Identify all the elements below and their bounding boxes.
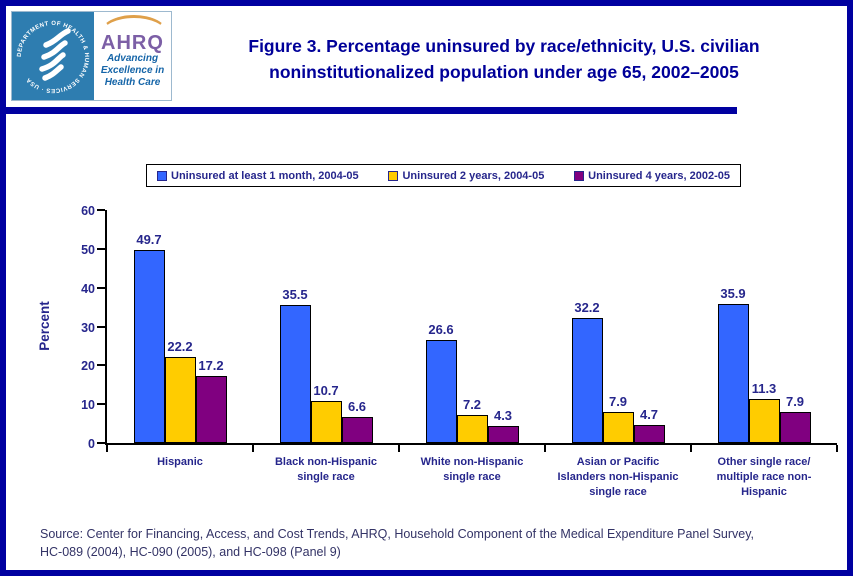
legend-item: Uninsured at least 1 month, 2004-05 [157, 170, 359, 182]
category-label-line: White non-Hispanic [420, 456, 524, 468]
legend-label: Uninsured 4 years, 2002-05 [588, 169, 730, 182]
bar-value-label: 17.2 [198, 358, 224, 373]
y-axis-tick-label: 30 [81, 320, 95, 335]
y-axis-tick [97, 325, 105, 328]
category-label-line: Asian or Pacific [576, 456, 660, 468]
x-axis-tick [544, 445, 546, 452]
bar-value-label: 35.5 [282, 287, 308, 302]
category-label-line: Hispanic [741, 485, 787, 498]
eagle-icon [39, 28, 71, 81]
x-axis-tick [836, 445, 838, 452]
bar-value-label: 7.9 [785, 394, 805, 409]
bar-value-label: 4.3 [493, 408, 513, 423]
category-label: Hispanic [107, 455, 253, 470]
arc-swoosh-icon [101, 15, 167, 50]
ahrq-tagline-line2: Excellence in [100, 65, 165, 76]
svg-text:DEPARTMENT OF HEALTH & HUMAN S: DEPARTMENT OF HEALTH & HUMAN SERVICES · … [17, 21, 89, 93]
ahrq-tagline-line1: Advancing [106, 53, 159, 64]
figure-title-line1: Figure 3. Percentage uninsured by race/e… [248, 36, 760, 56]
bar [310, 401, 342, 443]
bar-value-label: 6.6 [347, 399, 367, 414]
legend-label: Uninsured 2 years, 2004-05 [402, 169, 545, 182]
hhs-seal-icon: DEPARTMENT OF HEALTH & HUMAN SERVICES · … [12, 12, 94, 100]
x-axis-tick [398, 445, 400, 452]
bar [633, 425, 665, 443]
bar [341, 417, 373, 443]
y-axis-tick [97, 209, 105, 211]
ahrq-panel: AHRQ Advancing Excellence in Health Care [94, 12, 171, 100]
category-label: Other single race/multiple race non- Hisp… [691, 455, 837, 500]
header-divider [6, 107, 737, 114]
y-axis-tick [97, 286, 105, 289]
bar [425, 340, 457, 443]
plot-area: 0 10 20 30 40 50 60 49.7 22.2 17.2 Hispanic 35.5 10.… [81, 204, 838, 498]
bar-value-label: 22.2 [167, 339, 193, 354]
y-axis-tick-label: 10 [81, 398, 95, 413]
source-note: Source: Center for Financing, Access, an… [40, 525, 840, 561]
bar [748, 399, 780, 443]
bar [571, 318, 603, 443]
x-axis-tick [690, 445, 692, 452]
legend-item: Uninsured 4 years, 2002-05 [574, 170, 730, 182]
category-label-line: single race [589, 485, 647, 498]
bar [602, 412, 634, 443]
bar-value-label: 11.3 [751, 381, 777, 396]
category-label-line: single race [297, 470, 355, 483]
legend-label: Uninsured at least 1 month, 2004-05 [171, 169, 359, 182]
x-axis-tick [252, 445, 254, 452]
y-axis-tick [97, 403, 105, 406]
bar [195, 376, 227, 443]
bar-value-label: 10.7 [313, 383, 339, 398]
category-label-line: Hispanic [157, 456, 203, 468]
category-label-line: Islanders non-Hispanic [557, 470, 679, 483]
bar-value-label: 26.6 [428, 322, 454, 337]
bar-value-label: 32.2 [574, 300, 600, 315]
legend-swatch [388, 170, 399, 181]
category-label-line: Other single race/ [717, 456, 811, 468]
y-axis-tick-label: 20 [81, 359, 95, 374]
bar [779, 412, 811, 443]
bar [133, 250, 165, 443]
figure-title: Figure 3. Percentage uninsured by race/e… [174, 33, 834, 86]
bar [487, 426, 519, 443]
chart-legend: Uninsured at least 1 month, 2004-05 Unins… [146, 164, 741, 187]
bar-value-label: 7.2 [462, 397, 482, 412]
category-label: Black non-Hispanic single race [253, 455, 399, 485]
bar [717, 304, 749, 443]
bar-value-label: 49.7 [136, 232, 162, 247]
y-axis-title: Percent [37, 301, 52, 351]
source-note-line2: HC-089 (2004), HC-090 (2005), and HC-098… [40, 545, 341, 560]
y-axis-tick [97, 247, 105, 250]
bar-value-label: 4.7 [639, 407, 659, 422]
seal-ring-text: DEPARTMENT OF HEALTH & HUMAN SERVICES · … [17, 21, 89, 93]
x-axis-tick [106, 445, 108, 452]
bar-value-label: 7.9 [608, 394, 628, 409]
ahrq-tagline-line3: Health Care [104, 77, 161, 88]
legend-item: Uninsured 2 years, 2004-05 [388, 170, 544, 182]
bar-value-label: 35.9 [720, 286, 746, 301]
y-axis-tick-label: 60 [81, 204, 95, 218]
bar [164, 357, 196, 443]
y-axis-tick-label: 50 [81, 242, 95, 257]
y-axis-tick [97, 364, 105, 367]
figure-title-line2: noninstitutionalized population under ag… [269, 62, 739, 83]
ahrq-logo: DEPARTMENT OF HEALTH & HUMAN SERVICES · … [11, 11, 172, 101]
y-axis-tick [97, 442, 105, 444]
source-note-line1: Source: Center for Financing, Access, an… [40, 527, 755, 541]
category-label-line: single race [443, 470, 501, 483]
bar [279, 305, 311, 443]
category-label: Asian or Pacific Islanders non-Hispanic si… [545, 455, 691, 500]
category-label-line: Black non-Hispanic [274, 456, 378, 468]
y-axis-tick-label: 0 [88, 437, 95, 451]
bar [456, 415, 488, 443]
category-label: White non-Hispanic single race [399, 455, 545, 485]
legend-swatch [574, 170, 585, 181]
y-axis-tick-label: 40 [81, 281, 95, 296]
legend-swatch [157, 170, 167, 181]
category-label-line: multiple race non- [716, 470, 812, 483]
